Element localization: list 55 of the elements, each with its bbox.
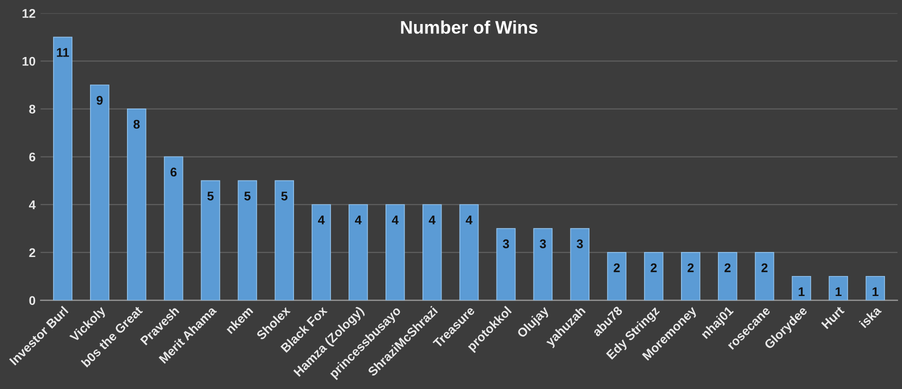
data-label: 2	[688, 263, 694, 272]
bar	[200, 180, 220, 300]
data-label: 2	[614, 263, 620, 272]
chart-title: Number of Wins	[401, 20, 538, 34]
bar	[126, 108, 146, 300]
bar	[644, 252, 664, 300]
data-label: 1	[836, 287, 842, 296]
bar	[754, 252, 774, 300]
bar	[386, 204, 405, 300]
data-label: 3	[576, 239, 583, 248]
data-label: 2	[650, 263, 657, 272]
bar	[459, 204, 479, 300]
bar	[90, 84, 110, 300]
data-label: 8	[134, 120, 140, 129]
y-tick-label: 2	[29, 248, 36, 257]
data-label: 1	[798, 287, 805, 296]
bar	[607, 252, 626, 300]
bar	[164, 156, 184, 300]
bar	[348, 204, 368, 300]
data-label: 1	[872, 287, 878, 296]
data-label: 4	[466, 216, 472, 224]
y-tick-label: 10	[22, 56, 36, 66]
data-label: 4	[354, 216, 362, 224]
data-label: 11	[56, 48, 70, 57]
bar	[422, 204, 442, 300]
data-label: 6	[170, 168, 177, 177]
bar	[496, 228, 516, 300]
bar	[866, 276, 885, 300]
data-label: 4	[318, 216, 325, 224]
data-label: 2	[724, 263, 731, 272]
data-label: 3	[540, 239, 546, 248]
y-tick-label: 8	[29, 104, 36, 114]
bar	[828, 276, 848, 300]
data-label: 4	[428, 216, 436, 224]
y-tick-label: 6	[29, 152, 36, 162]
x-tick-label: iska	[858, 305, 882, 328]
data-label: 3	[502, 239, 509, 248]
bar	[718, 252, 738, 300]
data-label: 5	[244, 192, 251, 200]
bar	[53, 36, 72, 300]
bar	[312, 204, 331, 300]
data-label: 5	[207, 192, 214, 200]
y-tick-label: 0	[29, 296, 36, 305]
data-label: 5	[281, 192, 288, 200]
bar	[792, 276, 812, 300]
y-tick-label: 12	[22, 9, 36, 18]
bar	[533, 228, 553, 300]
bar	[274, 180, 294, 300]
y-tick-label: 4	[28, 200, 36, 210]
data-label: 2	[761, 263, 768, 272]
bar	[681, 252, 700, 300]
data-label: 4	[392, 216, 399, 224]
data-label: 9	[96, 96, 103, 105]
bar	[570, 228, 590, 300]
bar	[238, 180, 258, 300]
